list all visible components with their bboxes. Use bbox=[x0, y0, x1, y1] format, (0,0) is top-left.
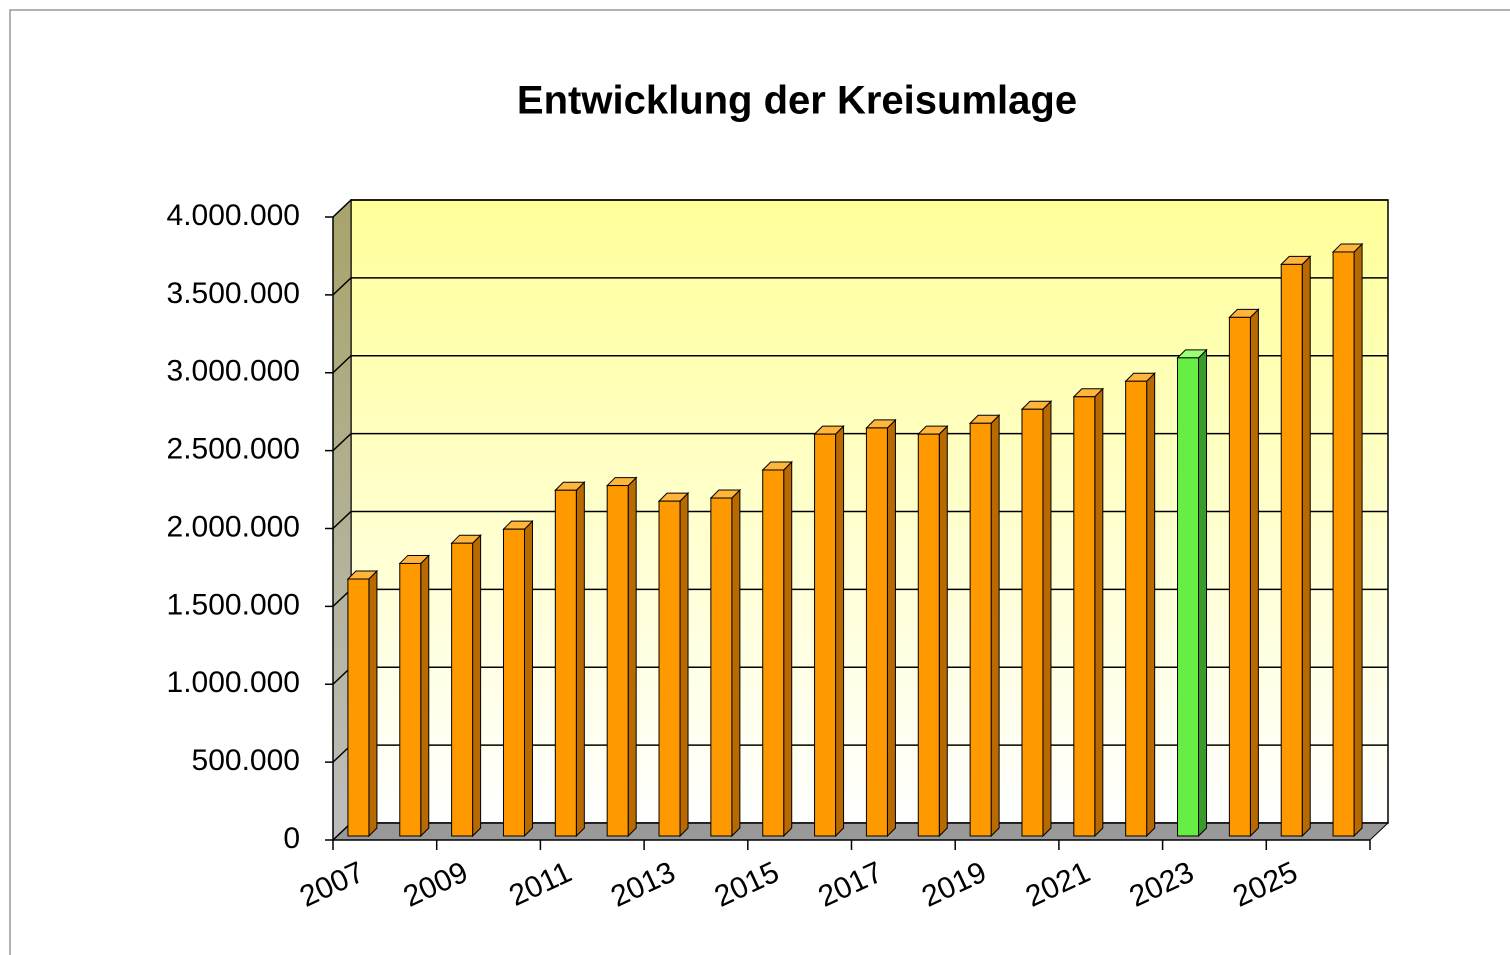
bar-side bbox=[835, 424, 845, 838]
bar-side bbox=[420, 554, 430, 838]
x-tick-label: 2023 bbox=[1124, 856, 1198, 914]
bar bbox=[814, 433, 837, 837]
bar bbox=[1280, 263, 1303, 837]
bar bbox=[1073, 396, 1096, 837]
bar-side bbox=[627, 476, 637, 838]
y-tick-label: 3.000.000 bbox=[167, 355, 300, 388]
bar-side bbox=[990, 414, 1000, 838]
bar-side bbox=[1146, 372, 1156, 838]
bar-side bbox=[523, 519, 533, 838]
bar-side bbox=[575, 481, 585, 838]
y-tick-label: 2.000.000 bbox=[167, 510, 300, 543]
y-tick-label: 3.500.000 bbox=[167, 277, 300, 310]
grid-line bbox=[332, 355, 1388, 374]
bar bbox=[1177, 357, 1200, 837]
x-tick-label: 2011 bbox=[504, 856, 576, 913]
bar-side bbox=[368, 569, 378, 838]
bar bbox=[1332, 251, 1355, 837]
x-tick-label: 2007 bbox=[295, 856, 369, 914]
bar bbox=[1021, 408, 1044, 837]
bar bbox=[347, 578, 370, 837]
y-tick-label: 1.500.000 bbox=[167, 588, 300, 621]
y-tick-label: 1.000.000 bbox=[167, 666, 300, 699]
bar bbox=[762, 469, 785, 837]
x-tick-label: 2009 bbox=[399, 856, 473, 914]
x-tick-label: 2019 bbox=[917, 856, 991, 914]
bar bbox=[1228, 316, 1251, 837]
bar bbox=[658, 500, 681, 837]
bar-side bbox=[886, 418, 896, 838]
bar-side bbox=[938, 424, 948, 838]
bar-side bbox=[1198, 348, 1208, 838]
x-tick-label: 2021 bbox=[1021, 856, 1095, 914]
y-tick-label: 0 bbox=[283, 822, 300, 855]
bar bbox=[917, 433, 940, 837]
bar-side bbox=[731, 488, 741, 838]
chart-title: Entwicklung der Kreisumlage bbox=[517, 79, 1077, 123]
bar bbox=[969, 422, 992, 837]
y-tick-label: 4.000.000 bbox=[167, 199, 300, 232]
bar bbox=[865, 427, 888, 837]
bar-side bbox=[472, 533, 482, 838]
bar-side bbox=[783, 460, 793, 838]
bar-side bbox=[1249, 308, 1259, 838]
bar-side bbox=[679, 491, 689, 838]
bar-side bbox=[1094, 387, 1104, 838]
bar bbox=[554, 489, 577, 837]
bar-side bbox=[1353, 242, 1363, 838]
bar bbox=[502, 528, 525, 837]
x-tick-label: 2025 bbox=[1228, 856, 1302, 914]
bar bbox=[606, 485, 629, 837]
grid-line bbox=[332, 277, 1388, 296]
x-tick-label: 2013 bbox=[606, 856, 680, 914]
grid-line bbox=[332, 199, 1388, 218]
bar bbox=[710, 497, 733, 837]
bar-side bbox=[1042, 400, 1052, 838]
y-tick-label: 2.500.000 bbox=[167, 433, 300, 466]
bar bbox=[399, 562, 422, 837]
frame bbox=[9, 9, 1510, 955]
x-tick-label: 2017 bbox=[813, 856, 887, 914]
bar bbox=[451, 542, 474, 837]
x-tick-label: 2015 bbox=[710, 856, 784, 914]
bar bbox=[1125, 380, 1148, 837]
y-tick-label: 500.000 bbox=[192, 744, 300, 777]
bar-side bbox=[1301, 255, 1311, 838]
